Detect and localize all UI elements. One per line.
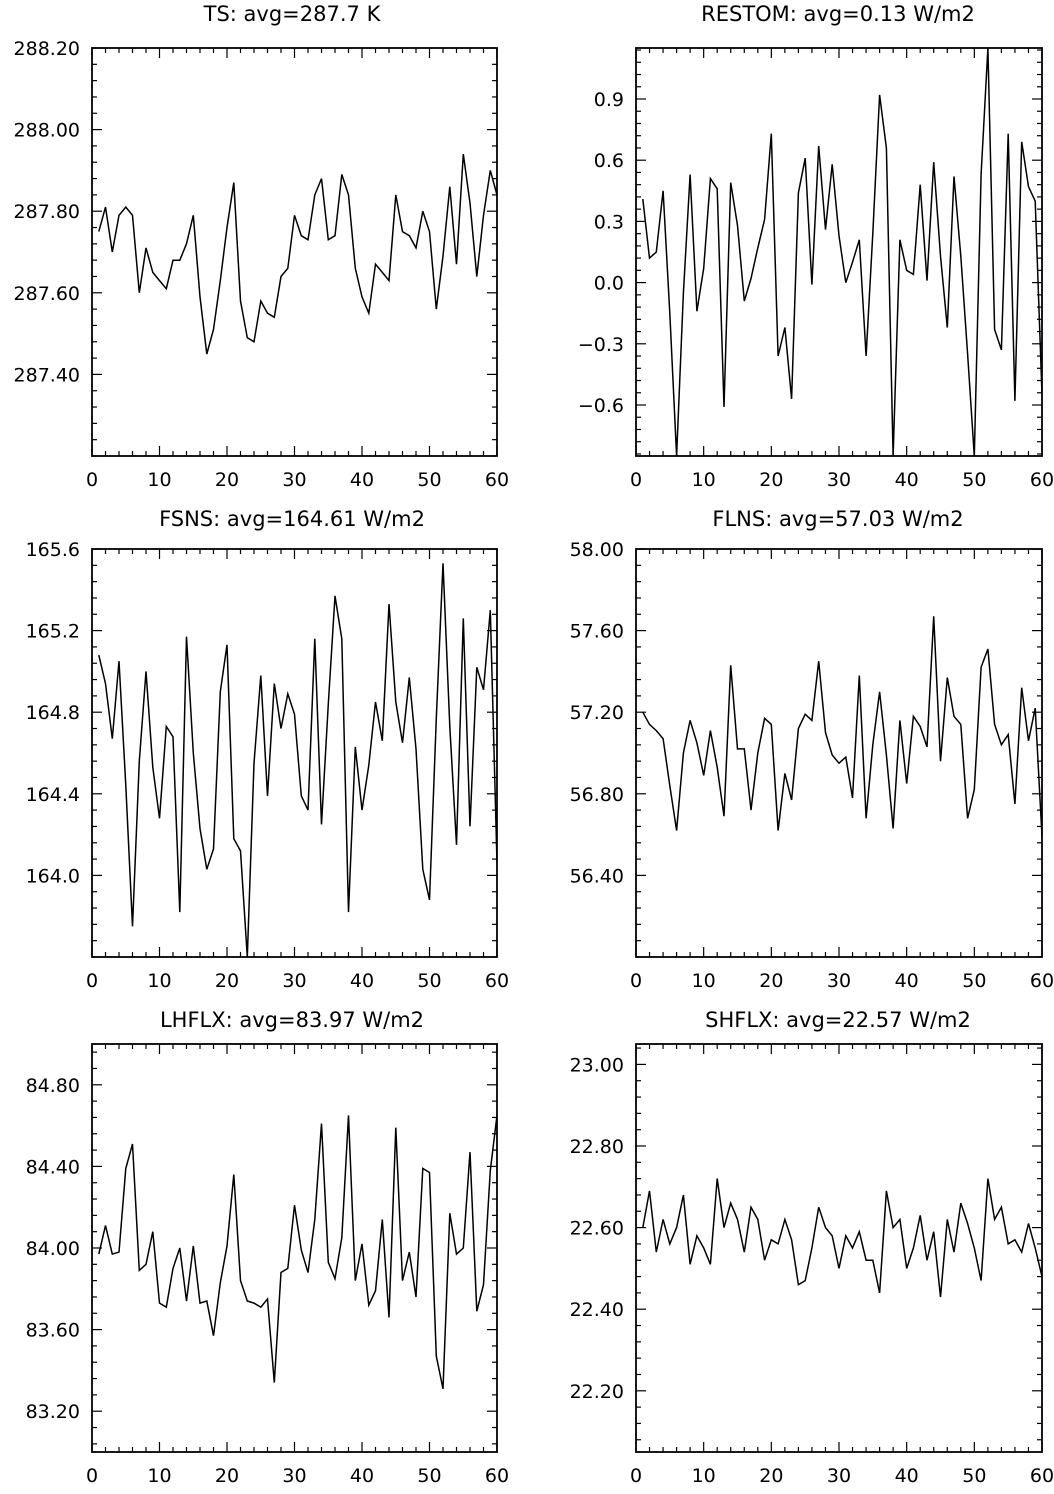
x-tick-label: 10 bbox=[147, 970, 171, 992]
y-tick-label: 56.80 bbox=[570, 784, 624, 806]
x-tick-label: 50 bbox=[417, 970, 441, 992]
plot-frame bbox=[91, 548, 498, 958]
x-tick-label: 20 bbox=[759, 469, 783, 491]
y-tick-label: 57.20 bbox=[570, 702, 624, 724]
x-tick-label: 10 bbox=[692, 1465, 716, 1487]
panel-restom: RESTOM: avg=0.13 W/m2 0 10 20 30 40 50 60 −0.6 −… bbox=[578, 2, 1054, 491]
y-tick-label: 23.00 bbox=[570, 1054, 624, 1076]
x-tick-label: 30 bbox=[282, 469, 306, 491]
y-tick-label: 288.00 bbox=[14, 120, 80, 142]
x-tick-label: 20 bbox=[215, 1465, 239, 1487]
x-tick-label: 40 bbox=[895, 1465, 919, 1487]
y-tick-label: 83.60 bbox=[26, 1320, 80, 1342]
y-tick-label: 22.80 bbox=[570, 1136, 624, 1158]
x-tick-label: 20 bbox=[759, 1465, 783, 1487]
y-tick-label: 164.4 bbox=[26, 784, 80, 806]
plot-frame bbox=[91, 1043, 498, 1453]
y-tick-label: 0.3 bbox=[594, 211, 624, 233]
y-tick-label: 165.2 bbox=[26, 621, 80, 643]
x-tick-label: 20 bbox=[759, 970, 783, 992]
x-tick-label: 0 bbox=[630, 1465, 642, 1487]
panel-shflx: SHFLX: avg=22.57 W/m2 0 10 20 30 40 50 60 22.20… bbox=[570, 1008, 1054, 1487]
y-tick-label: 288.20 bbox=[14, 38, 80, 60]
x-tick-label: 10 bbox=[692, 970, 716, 992]
y-tick-label: 84.40 bbox=[26, 1156, 80, 1178]
plot-frame bbox=[635, 548, 1043, 958]
y-tick-label: 22.60 bbox=[570, 1218, 624, 1240]
x-tick-label: 40 bbox=[350, 970, 374, 992]
panel-fsns: FSNS: avg=164.61 W/m2 0 10 20 30 40 50 60 164.0… bbox=[26, 507, 510, 992]
plot-frame bbox=[635, 47, 1043, 457]
y-tick-label: 287.80 bbox=[14, 201, 80, 223]
y-tick-label: 287.40 bbox=[14, 364, 80, 386]
y-tick-label: 165.6 bbox=[26, 539, 80, 561]
x-tick-label: 50 bbox=[962, 970, 986, 992]
y-tick-label: 0.9 bbox=[594, 89, 624, 111]
x-tick-label: 10 bbox=[147, 469, 171, 491]
y-tick-label: 0.0 bbox=[594, 273, 624, 295]
x-tick-label: 60 bbox=[485, 970, 509, 992]
y-tick-label: 84.80 bbox=[26, 1075, 80, 1097]
x-tick-label: 60 bbox=[485, 1465, 509, 1487]
x-tick-label: 30 bbox=[827, 469, 851, 491]
y-tick-label: 287.60 bbox=[14, 283, 80, 305]
x-tick-label: 50 bbox=[417, 469, 441, 491]
y-tick-label: 84.00 bbox=[26, 1238, 80, 1260]
y-tick-label: 0.6 bbox=[594, 150, 624, 172]
panel-title: FLNS: avg=57.03 W/m2 bbox=[712, 507, 963, 531]
x-tick-label: 0 bbox=[86, 469, 98, 491]
y-tick-label: 164.0 bbox=[26, 865, 80, 887]
series-line bbox=[98, 1115, 497, 1389]
x-tick-label: 30 bbox=[282, 1465, 306, 1487]
x-tick-label: 10 bbox=[147, 1465, 171, 1487]
y-tick-label: 58.00 bbox=[570, 539, 624, 561]
y-tick-label: 57.60 bbox=[570, 621, 624, 643]
x-tick-label: 60 bbox=[1030, 1465, 1054, 1487]
y-tick-label: 22.20 bbox=[570, 1381, 624, 1403]
x-tick-label: 60 bbox=[1030, 970, 1054, 992]
x-tick-label: 0 bbox=[630, 469, 642, 491]
x-tick-label: 40 bbox=[895, 970, 919, 992]
x-tick-label: 50 bbox=[417, 1465, 441, 1487]
x-tick-label: 40 bbox=[895, 469, 919, 491]
series-line bbox=[642, 48, 1042, 456]
x-tick-label: 60 bbox=[485, 469, 509, 491]
x-tick-label: 30 bbox=[282, 970, 306, 992]
x-tick-label: 60 bbox=[1030, 469, 1054, 491]
plot-frame bbox=[91, 47, 498, 457]
panel-title: TS: avg=287.7 K bbox=[203, 2, 382, 26]
series-line bbox=[98, 563, 497, 957]
y-tick-label: −0.3 bbox=[578, 334, 624, 356]
plot-frame bbox=[635, 1043, 1043, 1453]
series-line bbox=[98, 153, 497, 355]
y-tick-label: 164.8 bbox=[26, 702, 80, 724]
panel-lhflx: LHFLX: avg=83.97 W/m2 0 10 20 30 40 50 60 83.20… bbox=[26, 1008, 510, 1487]
series-line bbox=[642, 616, 1042, 837]
x-tick-label: 40 bbox=[350, 1465, 374, 1487]
x-tick-label: 10 bbox=[692, 469, 716, 491]
x-tick-label: 0 bbox=[86, 970, 98, 992]
panel-title: RESTOM: avg=0.13 W/m2 bbox=[701, 2, 975, 26]
y-tick-label: 22.40 bbox=[570, 1299, 624, 1321]
x-tick-label: 30 bbox=[827, 970, 851, 992]
x-tick-label: 0 bbox=[86, 1465, 98, 1487]
panel-title: LHFLX: avg=83.97 W/m2 bbox=[160, 1008, 424, 1032]
panel-title: SHFLX: avg=22.57 W/m2 bbox=[705, 1008, 971, 1032]
x-tick-label: 0 bbox=[630, 970, 642, 992]
panel-flns: FLNS: avg=57.03 W/m2 0 10 20 30 40 50 60 56.40 5… bbox=[570, 507, 1054, 992]
y-tick-label: −0.6 bbox=[578, 395, 624, 417]
panel-ts: TS: avg=287.7 K 0 10 20 30 40 50 60 287.40 287.6… bbox=[14, 2, 510, 491]
y-tick-label: 56.40 bbox=[570, 865, 624, 887]
y-tick-label: 83.20 bbox=[26, 1401, 80, 1423]
x-tick-label: 40 bbox=[350, 469, 374, 491]
series-line bbox=[642, 1178, 1042, 1298]
x-tick-label: 50 bbox=[962, 1465, 986, 1487]
x-tick-label: 30 bbox=[827, 1465, 851, 1487]
x-tick-label: 50 bbox=[962, 469, 986, 491]
x-tick-label: 20 bbox=[215, 469, 239, 491]
panel-title: FSNS: avg=164.61 W/m2 bbox=[159, 507, 425, 531]
x-tick-label: 20 bbox=[215, 970, 239, 992]
